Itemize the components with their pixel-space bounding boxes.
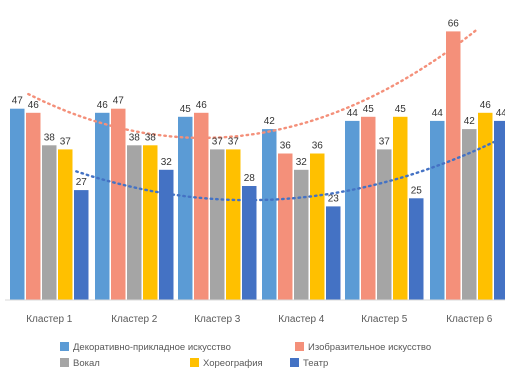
legend-swatch xyxy=(60,358,69,367)
data-label: 44 xyxy=(496,108,505,119)
data-label: 32 xyxy=(161,157,173,168)
legend-label: Театр xyxy=(303,358,328,369)
bar xyxy=(278,153,293,300)
data-label: 36 xyxy=(280,141,292,152)
x-tick-label: Кластер 5 xyxy=(361,314,408,325)
x-tick-label: Кластер 6 xyxy=(446,314,493,325)
data-label: 38 xyxy=(129,132,141,143)
data-label: 66 xyxy=(448,18,460,29)
bar xyxy=(310,153,325,300)
bar xyxy=(262,129,277,300)
legend-swatch xyxy=(60,342,69,351)
data-label: 27 xyxy=(76,177,88,188)
data-label: 25 xyxy=(411,185,423,196)
bar xyxy=(361,116,376,300)
bar xyxy=(462,129,477,300)
trendline xyxy=(27,27,480,140)
data-label: 45 xyxy=(363,104,375,115)
data-label: 47 xyxy=(113,96,125,107)
bar xyxy=(143,145,158,300)
data-label: 42 xyxy=(464,116,476,127)
data-label: 47 xyxy=(12,96,24,107)
legend-swatch xyxy=(290,358,299,367)
bar xyxy=(127,145,142,300)
x-axis-tick-labels: Кластер 1 Кластер 2 Кластер 3 Кластер 4 Клас… xyxy=(26,314,493,325)
bar xyxy=(74,190,89,300)
bar xyxy=(194,112,209,300)
data-label: 45 xyxy=(180,104,192,115)
legend-label: Изобразительное искусство xyxy=(308,342,431,353)
bar xyxy=(58,149,73,300)
data-label: 44 xyxy=(432,108,444,119)
bar xyxy=(242,186,257,300)
bar xyxy=(430,120,445,301)
bar xyxy=(393,116,408,300)
bar xyxy=(226,149,241,300)
bar xyxy=(478,112,493,300)
data-labels-layer: 47 46 38 37 27 46 47 38 38 32 45 46 37 37 28 42 36 32 36 23… xyxy=(12,18,505,204)
bar xyxy=(26,112,41,300)
data-label: 38 xyxy=(145,132,157,143)
data-label: 44 xyxy=(347,108,359,119)
data-label: 46 xyxy=(97,100,109,111)
bar xyxy=(294,169,309,300)
data-label: 37 xyxy=(60,136,72,147)
legend-label: Хореография xyxy=(203,358,263,369)
data-label: 38 xyxy=(44,132,56,143)
bar xyxy=(42,145,57,300)
data-label: 37 xyxy=(379,136,391,147)
data-label: 37 xyxy=(212,136,224,147)
legend-swatch xyxy=(190,358,199,367)
x-tick-label: Кластер 2 xyxy=(111,314,158,325)
bar xyxy=(10,108,25,300)
data-label: 46 xyxy=(28,100,40,111)
x-tick-label: Кластер 3 xyxy=(194,314,241,325)
legend-swatch xyxy=(295,342,304,351)
data-label: 32 xyxy=(296,157,308,168)
data-label: 28 xyxy=(244,173,256,184)
bar xyxy=(111,108,126,300)
legend-label: Вокал xyxy=(73,358,100,369)
legend-label: Декоративно-прикладное искусство xyxy=(73,342,231,353)
data-label: 37 xyxy=(228,136,240,147)
bars-layer xyxy=(10,31,505,301)
bar xyxy=(210,149,225,300)
bar xyxy=(326,206,341,300)
legend: Декоративно-прикладное искусство Изобрази… xyxy=(60,342,431,369)
data-label: 23 xyxy=(328,193,340,204)
data-label: 36 xyxy=(312,141,324,152)
data-label: 46 xyxy=(480,100,492,111)
bar xyxy=(409,198,424,301)
bar xyxy=(95,112,110,300)
bar xyxy=(377,149,392,300)
x-tick-label: Кластер 1 xyxy=(26,314,73,325)
x-tick-label: Кластер 4 xyxy=(278,314,325,325)
data-label: 46 xyxy=(196,100,208,111)
bar xyxy=(446,31,461,301)
trendline xyxy=(75,135,505,202)
bar xyxy=(159,169,174,300)
data-label: 42 xyxy=(264,116,276,127)
bar xyxy=(494,120,505,301)
data-label: 45 xyxy=(395,104,407,115)
trendlines-layer xyxy=(27,27,505,202)
bar xyxy=(345,120,360,301)
bar xyxy=(178,116,193,300)
